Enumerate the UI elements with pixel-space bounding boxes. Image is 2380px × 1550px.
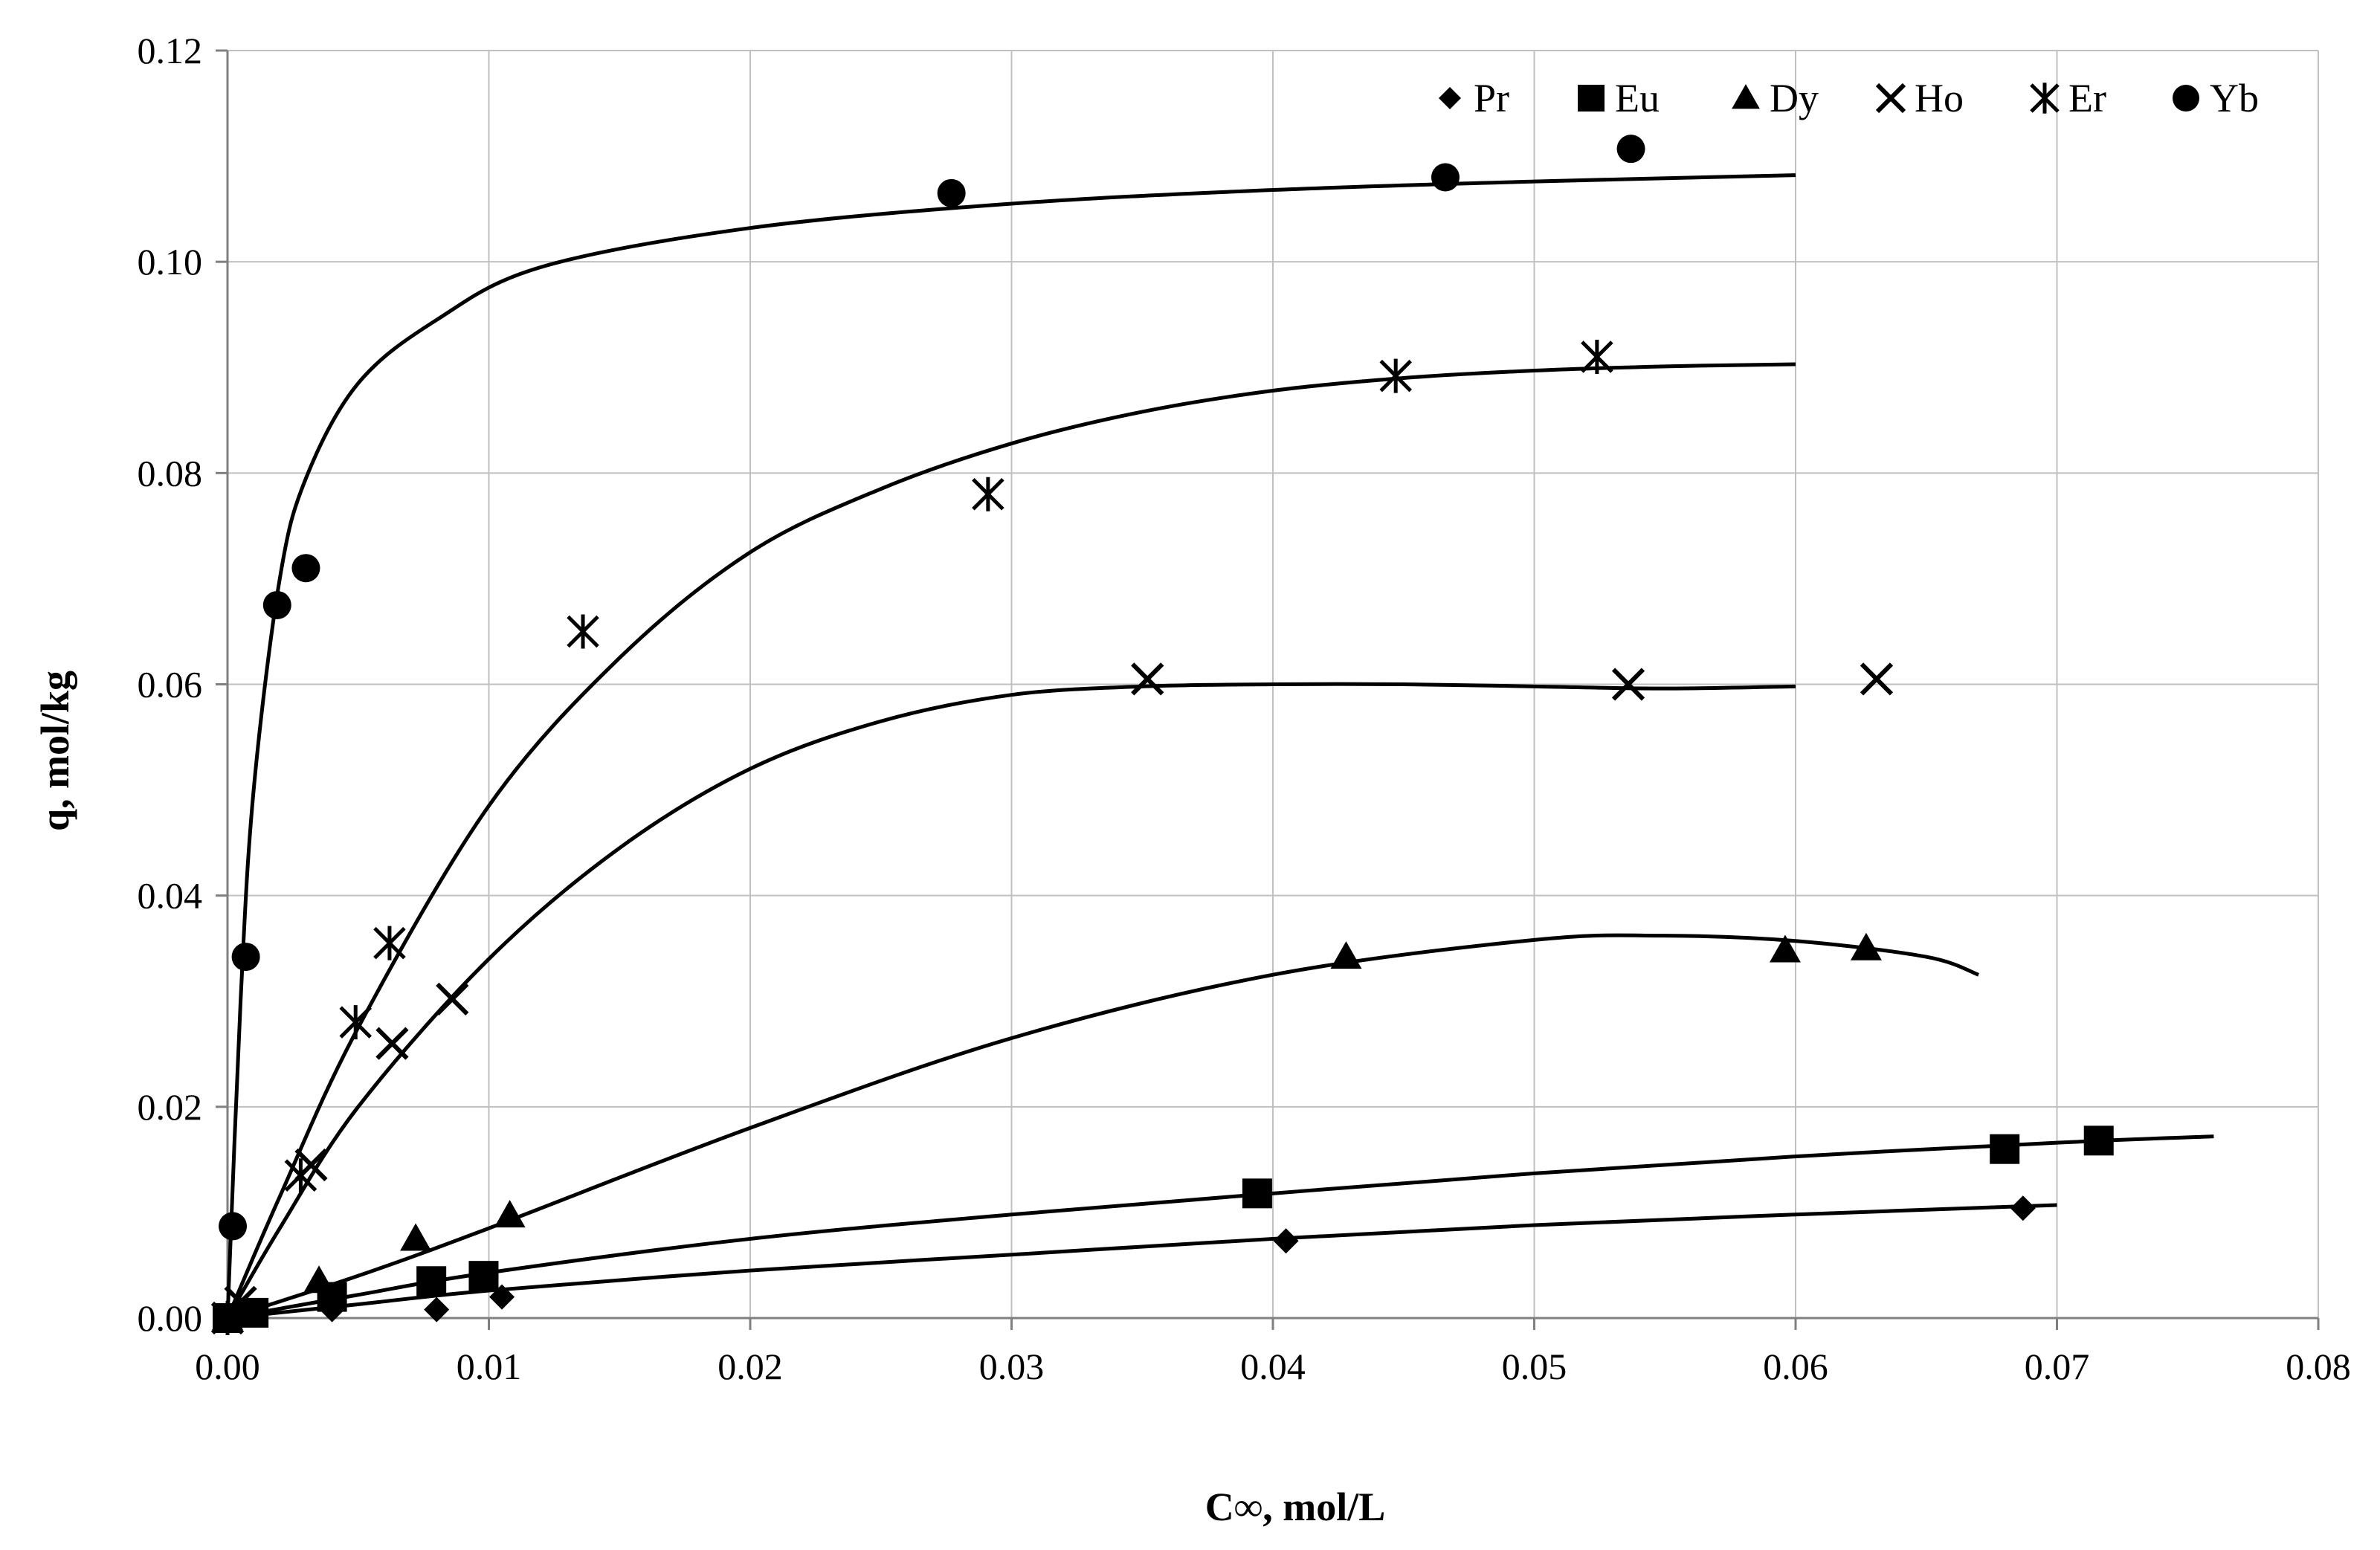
fit-curves (225, 173, 2214, 1320)
legend-item-pr: Pr (1439, 76, 1509, 120)
point-eu (468, 1261, 499, 1291)
legend-marker-dy (1732, 84, 1760, 109)
legend-marker-er (2030, 83, 2060, 114)
axes: C∞, mol/L q, mol/kg (33, 671, 1385, 1529)
legend-item-eu: Eu (1578, 76, 1660, 120)
legend-marker-pr (1439, 87, 1461, 109)
fit-curve-yb (225, 173, 1796, 1319)
point-er (972, 477, 1004, 511)
fit-curve-eu (227, 1134, 2214, 1320)
point-ho (375, 1027, 409, 1060)
y-tick-label: 0.12 (138, 30, 203, 71)
x-tick-label: 0.00 (195, 1346, 260, 1387)
x-tick-label: 0.02 (717, 1346, 783, 1387)
point-dy (1769, 934, 1801, 963)
point-yb (1431, 163, 1460, 192)
point-dy (303, 1265, 335, 1294)
y-tick-label: 0.10 (138, 241, 203, 282)
point-dy (400, 1223, 432, 1251)
legend-label: Dy (1770, 76, 1819, 120)
point-eu (1242, 1178, 1272, 1209)
point-eu (1990, 1134, 2020, 1164)
legend: Pr Eu Dy Ho Er Yb (1439, 76, 2259, 120)
point-pr (2010, 1195, 2036, 1221)
x-tick-label: 0.07 (2025, 1346, 2090, 1387)
data-points (210, 135, 2114, 1335)
legend-marker-ho (1875, 83, 1906, 114)
point-ho (1860, 662, 1894, 696)
point-yb (937, 178, 966, 207)
legend-label: Ho (1915, 76, 1964, 120)
legend-marker-eu (1578, 85, 1605, 112)
fit-curve-dy (227, 933, 1979, 1320)
y-tick-label: 0.02 (138, 1086, 203, 1128)
y-tick-label: 0.06 (138, 664, 203, 705)
point-er (284, 1158, 317, 1193)
point-er (373, 926, 406, 960)
y-tick-label: 0.08 (138, 452, 203, 494)
point-yb (291, 554, 320, 583)
x-tick-label: 0.08 (2286, 1346, 2351, 1387)
point-er (211, 1301, 244, 1335)
point-ho (436, 982, 469, 1016)
x-tick-label: 0.04 (1240, 1346, 1306, 1387)
point-dy (1330, 941, 1362, 969)
legend-marker-yb (2173, 85, 2199, 112)
x-tick-label: 0.06 (1763, 1346, 1828, 1387)
legend-label: Yb (2210, 76, 2259, 120)
y-tick-label: 0.04 (138, 875, 203, 917)
legend-label: Pr (1474, 76, 1509, 120)
point-yb (231, 943, 260, 972)
point-ho (1131, 662, 1164, 696)
legend-item-ho: Ho (1875, 76, 1964, 120)
point-dy (1850, 932, 1882, 960)
point-er (339, 1005, 373, 1040)
y-tick-labels: 0.00 0.02 0.04 0.06 0.08 0.10 0.12 (138, 30, 203, 1339)
y-tick-label: 0.00 (138, 1297, 203, 1339)
point-yb (1616, 135, 1645, 164)
point-dy (494, 1200, 526, 1228)
point-ho (224, 1285, 257, 1319)
point-ho (1611, 668, 1645, 701)
point-pr (1273, 1228, 1299, 1254)
x-tick-labels: 0.00 0.01 0.02 0.03 0.04 0.05 0.06 0.07 0.08 (195, 1346, 2351, 1387)
x-tick-label: 0.01 (457, 1346, 522, 1387)
point-yb (262, 590, 291, 619)
legend-item-er: Er (2030, 76, 2106, 120)
y-axis-title: q, mol/kg (33, 671, 77, 831)
legend-label: Eu (1615, 76, 1660, 120)
x-tick-label: 0.03 (979, 1346, 1045, 1387)
point-er (1379, 358, 1412, 393)
point-eu (416, 1266, 447, 1296)
legend-item-dy: Dy (1732, 76, 1819, 120)
fit-curve-ho (225, 682, 1796, 1320)
point-pr (424, 1296, 450, 1323)
point-yb (219, 1212, 248, 1241)
point-er (1581, 340, 1613, 375)
legend-label: Er (2068, 76, 2106, 120)
point-er (567, 614, 599, 649)
legend-item-yb: Yb (2173, 76, 2259, 120)
x-axis-title: C∞, mol/L (1205, 1485, 1386, 1529)
point-eu (2083, 1126, 2114, 1156)
x-tick-label: 0.05 (1502, 1346, 1567, 1387)
